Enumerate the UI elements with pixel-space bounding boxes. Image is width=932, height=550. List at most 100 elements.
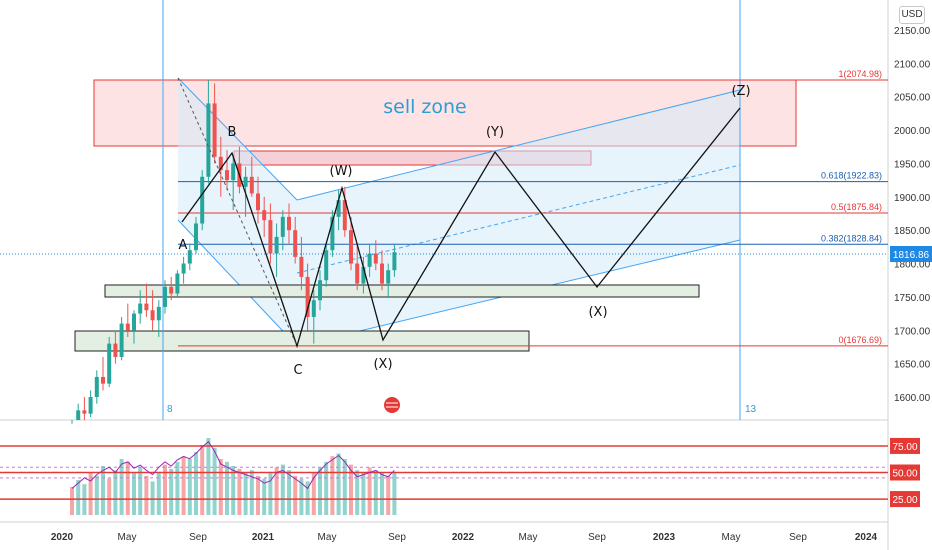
candle-body: [355, 263, 360, 284]
candle-body: [125, 323, 130, 331]
volume-bar: [373, 470, 378, 515]
candle-body: [200, 176, 205, 224]
candle-body: [373, 253, 378, 264]
event-marker-icon[interactable]: [384, 397, 400, 413]
wave-label-w: (W): [330, 164, 353, 179]
candlestick-series: [71, 80, 397, 424]
volume-bar: [367, 467, 372, 515]
rsi-pane: 75.00 50.00 25.00: [0, 437, 920, 515]
rsi-level-label: 75.00: [892, 442, 917, 453]
wave-label-b: B: [228, 125, 237, 140]
volume-bar: [132, 473, 136, 515]
currency-selector[interactable]: USD: [899, 6, 925, 24]
candle-body: [367, 253, 372, 267]
candle-body: [305, 276, 310, 317]
candle-body: [318, 280, 322, 301]
channel-line-upper-left[interactable]: [177, 77, 298, 201]
volume-bar: [355, 470, 360, 515]
wave-label-y: (Y): [486, 125, 504, 140]
candle-body: [392, 252, 397, 271]
x-tick-label: Sep: [789, 532, 807, 543]
candle-body: [225, 170, 229, 181]
wave-label-c: C: [293, 363, 302, 378]
wave-path[interactable]: [181, 107, 741, 349]
volume-bar: [125, 461, 130, 515]
y-tick-label: 1850.00: [894, 226, 931, 237]
candle-body: [311, 300, 316, 317]
volume-bar: [392, 473, 397, 515]
x-tick-label: 2023: [653, 532, 676, 543]
candle-body: [231, 163, 236, 181]
candle-body: [336, 200, 341, 217]
x-tick-label: May: [722, 532, 741, 543]
x-tick-label: Sep: [388, 532, 406, 543]
volume-bar: [138, 467, 143, 515]
fib-level-label: 0.382(1828.84): [821, 233, 882, 243]
y-tick-label: 2100.00: [894, 59, 931, 70]
volume-bar: [256, 475, 260, 515]
volume-bar: [386, 475, 391, 515]
candle-body: [163, 286, 167, 307]
y-tick-label: 1950.00: [894, 159, 931, 170]
volume-bar: [163, 464, 167, 515]
candle-body: [212, 103, 217, 157]
candle-body: [330, 216, 335, 251]
candle-body: [194, 223, 198, 251]
rsi-level-label: 25.00: [892, 495, 917, 506]
y-tick-label: 2000.00: [894, 126, 931, 137]
time-axis: 2020 May Sep 2021 May Sep 2022 May Sep 2023 May Sep…: [51, 532, 878, 543]
candle-body: [94, 376, 99, 397]
last-price-tag[interactable]: 1816.86: [890, 246, 932, 262]
fib-levels: 1(2074.98) 0.618(1922.83) 0.5(1875.84) 0.38…: [178, 69, 888, 347]
candle-body: [181, 263, 186, 274]
volume-bar: [150, 481, 155, 515]
candle-body: [156, 306, 161, 321]
y-tick-label: 1600.00: [894, 393, 931, 404]
cycle-label-8: 8: [167, 404, 173, 415]
volume-bar: [194, 452, 198, 515]
candle-body: [299, 256, 304, 277]
volume-bar: [274, 467, 279, 515]
volume-bar: [206, 438, 211, 515]
candle-body: [324, 250, 329, 281]
candle-body: [144, 303, 149, 311]
candle-body: [150, 310, 155, 321]
volume-bar: [156, 473, 161, 515]
wave-label-a: A: [179, 238, 188, 253]
cycle-label-13: 13: [745, 404, 757, 415]
x-tick-label: May: [519, 532, 538, 543]
candle-body: [113, 343, 118, 357]
y-tick-label: 1700.00: [894, 326, 931, 337]
volume-bar: [200, 445, 205, 515]
volume-bar: [361, 473, 366, 515]
channel-line-mid[interactable]: [296, 164, 741, 274]
volume-bar: [101, 466, 105, 515]
volume-bar: [336, 453, 341, 515]
candle-body: [206, 103, 211, 177]
volume-bar: [287, 470, 291, 515]
candle-body: [107, 343, 112, 384]
volume-bar: [187, 459, 192, 515]
volume-bar: [218, 459, 223, 515]
candle-body: [132, 313, 136, 331]
volume-bar: [299, 478, 304, 515]
volume-bar: [268, 473, 273, 515]
wave-label-z: (Z): [731, 84, 750, 99]
volume-bar: [231, 466, 236, 515]
volume-bar: [349, 464, 353, 515]
sell-zone-label: sell zone: [383, 96, 467, 118]
wave-label-x1: (X): [373, 357, 392, 372]
candle-body: [88, 397, 93, 414]
volume-bar: [70, 487, 74, 515]
candle-body: [380, 263, 384, 284]
support-box-upper[interactable]: [104, 284, 700, 298]
volume-bar: [181, 456, 186, 515]
candle-body: [218, 156, 223, 171]
fib-level-label: 0(1676.69): [838, 335, 882, 345]
x-tick-label: 2022: [452, 532, 475, 543]
candle-body: [187, 250, 192, 264]
candle-body: [138, 303, 143, 314]
support-box-lower[interactable]: [74, 330, 530, 352]
volume-bar: [243, 473, 248, 515]
